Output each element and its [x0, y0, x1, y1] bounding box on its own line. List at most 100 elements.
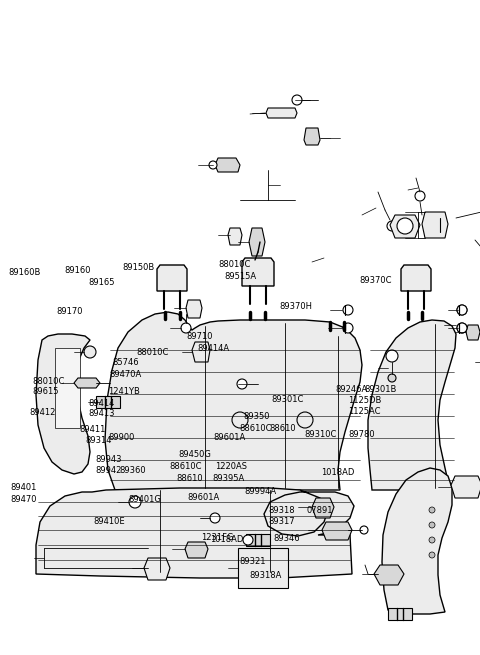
Circle shape [397, 218, 413, 234]
Text: 89318: 89318 [269, 506, 295, 515]
Text: 89414A: 89414A [198, 344, 230, 353]
Polygon shape [192, 342, 210, 362]
Circle shape [429, 537, 435, 543]
Text: 89470A: 89470A [109, 370, 142, 379]
Text: 1125DB: 1125DB [348, 396, 382, 405]
Text: 89246A: 89246A [335, 384, 367, 394]
Polygon shape [185, 542, 208, 558]
Text: 89310C: 89310C [305, 430, 337, 440]
Polygon shape [249, 228, 265, 256]
Circle shape [429, 507, 435, 513]
Text: 89710: 89710 [186, 332, 213, 341]
Text: 89615: 89615 [33, 387, 59, 396]
Polygon shape [422, 212, 448, 238]
Circle shape [457, 305, 467, 315]
Text: 89943: 89943 [95, 455, 121, 464]
Circle shape [297, 412, 313, 428]
Text: 1220AS: 1220AS [215, 462, 247, 471]
Circle shape [457, 323, 467, 333]
Circle shape [343, 305, 353, 315]
Polygon shape [186, 300, 202, 318]
Polygon shape [451, 476, 480, 498]
Polygon shape [157, 265, 187, 291]
Text: 88010C: 88010C [33, 377, 65, 386]
Text: 89350: 89350 [244, 412, 270, 421]
Circle shape [360, 526, 368, 534]
Text: 88610C: 88610C [169, 462, 202, 471]
Polygon shape [36, 488, 354, 578]
Text: 89601A: 89601A [214, 433, 246, 442]
Polygon shape [246, 534, 270, 546]
Text: 89360: 89360 [119, 466, 145, 475]
Circle shape [429, 522, 435, 528]
Polygon shape [105, 312, 362, 490]
Text: 89470: 89470 [11, 495, 37, 504]
Polygon shape [144, 558, 170, 580]
Polygon shape [368, 320, 456, 490]
Text: 1018AD: 1018AD [321, 468, 354, 477]
Polygon shape [466, 325, 480, 340]
Circle shape [457, 305, 467, 315]
Text: 89410E: 89410E [94, 517, 125, 526]
Polygon shape [322, 522, 352, 540]
Text: 07891: 07891 [306, 506, 333, 515]
Text: 89160B: 89160B [9, 268, 41, 277]
Text: 89370C: 89370C [359, 276, 392, 285]
Text: 88010C: 88010C [137, 348, 169, 357]
Circle shape [181, 323, 191, 333]
Bar [238, 548, 288, 588]
Text: 89150B: 89150B [122, 263, 155, 272]
Circle shape [292, 95, 302, 105]
Text: 85746: 85746 [113, 358, 139, 367]
Circle shape [429, 552, 435, 558]
Text: 89321: 89321 [239, 557, 265, 567]
Text: 1231FG: 1231FG [201, 533, 233, 542]
Circle shape [84, 346, 96, 358]
Polygon shape [388, 608, 412, 620]
Text: 1241YB: 1241YB [108, 387, 140, 396]
Polygon shape [36, 334, 90, 474]
Polygon shape [390, 215, 420, 238]
Text: 89942: 89942 [95, 466, 121, 475]
Circle shape [129, 496, 141, 508]
Circle shape [386, 350, 398, 362]
Text: 89160: 89160 [65, 266, 91, 275]
Text: 89900: 89900 [108, 433, 134, 442]
Polygon shape [401, 265, 431, 291]
Polygon shape [96, 396, 120, 408]
Text: 89165: 89165 [89, 278, 115, 288]
Circle shape [232, 412, 248, 428]
Text: 89395A: 89395A [212, 474, 244, 483]
Text: 89401G: 89401G [129, 495, 161, 504]
Text: 89412: 89412 [30, 408, 56, 417]
Circle shape [388, 374, 396, 382]
Text: 89601A: 89601A [187, 493, 219, 502]
Text: 1125AC: 1125AC [348, 407, 381, 416]
Circle shape [209, 161, 217, 169]
Polygon shape [55, 348, 80, 428]
Polygon shape [304, 128, 320, 145]
Circle shape [243, 535, 253, 545]
Polygon shape [215, 158, 240, 172]
Text: 89401: 89401 [11, 483, 37, 492]
Text: 89450G: 89450G [179, 450, 211, 459]
Circle shape [415, 191, 425, 201]
Text: 89780: 89780 [348, 430, 375, 440]
Text: 89317: 89317 [269, 517, 295, 526]
Text: 1018AD: 1018AD [210, 535, 244, 544]
Polygon shape [312, 498, 334, 518]
Text: 89994A: 89994A [245, 487, 277, 496]
Text: 89414: 89414 [89, 399, 115, 408]
Text: 89301B: 89301B [365, 384, 397, 394]
Text: 88610: 88610 [177, 474, 203, 483]
Circle shape [237, 379, 247, 389]
Text: 88010C: 88010C [218, 260, 251, 269]
Text: 89411: 89411 [79, 424, 106, 434]
Polygon shape [242, 258, 274, 286]
Text: 89301C: 89301C [271, 395, 303, 404]
Text: 89370H: 89370H [279, 302, 312, 311]
Text: 88610: 88610 [270, 424, 296, 433]
Circle shape [343, 323, 353, 333]
Circle shape [387, 221, 397, 231]
Text: 89314: 89314 [85, 436, 112, 445]
